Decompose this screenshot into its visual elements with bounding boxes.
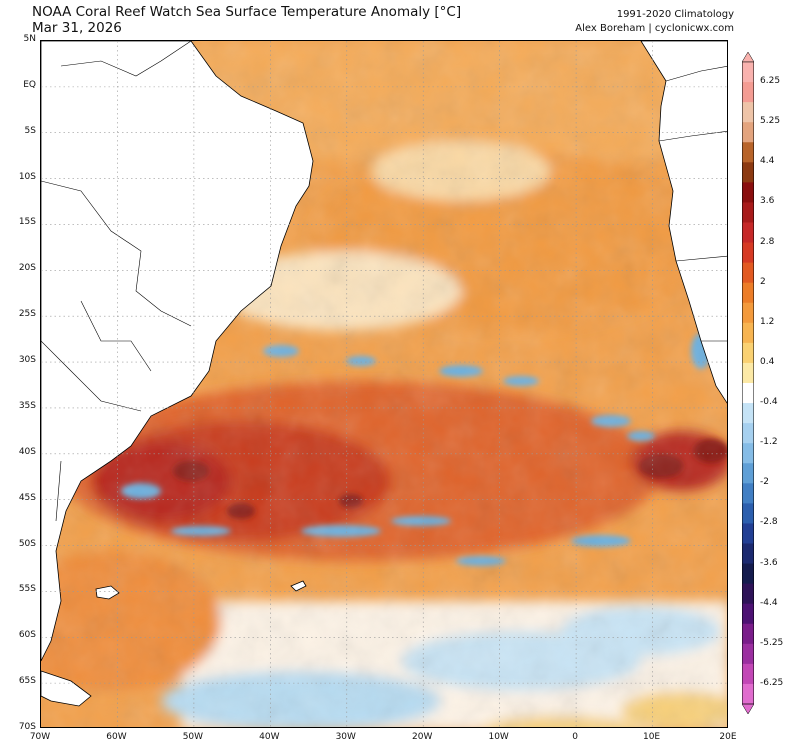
lon-tick-label: 60W [106,732,127,742]
colorbar-segment [742,463,754,484]
colorbar-segment [742,623,754,645]
colorbar-tick-label: 1.2 [760,316,775,327]
land-falklands [95,585,120,600]
colorbar-tick-label: 6.25 [760,76,781,87]
colorbar-segment [742,322,754,344]
colorbar-tick-label: -1.2 [760,437,778,448]
lon-tick-label: 10W [488,732,509,742]
lat-tick-label: 5N [23,34,36,44]
colorbar-segment [742,82,754,103]
colorbar-extend-bottom [742,703,754,714]
colorbar-segment [742,543,754,565]
colorbar-segment [742,202,754,223]
lat-tick-label: 15S [18,217,36,228]
colorbar-segment [742,563,754,585]
lon-tick-label: 20E [719,732,737,742]
lat-tick-label: 35S [18,400,36,411]
colorbar-segment [742,523,754,544]
map-date: Mar 31, 2026 [32,20,122,36]
land-south-georgia [290,580,307,592]
climatology-label: 1991-2020 Climatology [616,9,734,20]
colorbar-tick-label: -5.25 [760,637,784,648]
land-south-america [41,41,314,662]
map-title: NOAA Coral Reef Watch Sea Surface Temper… [32,4,462,20]
country-borders [41,41,192,522]
colorbar-segment [742,182,754,203]
lat-tick-label: 50S [18,538,36,549]
colorbar-segment [742,663,754,685]
colorbar-segment [742,362,754,384]
lat-tick-label: 40S [18,446,36,457]
colorbar-tick-label: -2 [760,477,769,488]
colorbar-segment [742,643,754,665]
colorbar-tick-label: 3.6 [760,196,775,207]
colorbar-tick-label: -6.25 [760,677,784,688]
colorbar-segment [742,122,754,143]
colorbar-tick-label: -3.6 [760,557,778,568]
land-tierra-del-fuego [41,670,92,707]
colorbar-segment [742,242,754,264]
colorbar-tick-label: -4.4 [760,597,778,608]
lat-tick-label: 5S [24,125,36,136]
colorbar-segment [742,603,754,625]
colorbar-tick-label: 2 [760,276,766,287]
colorbar-tick-label: -2.8 [760,517,778,528]
colorbar-tick-label: 2.8 [760,236,775,247]
colorbar-segment [742,282,754,304]
lat-tick-label: 25S [18,309,36,320]
lat-tick-label: 70S [18,722,36,732]
title-block: NOAA Coral Reef Watch Sea Surface Temper… [32,4,461,36]
colorbar-segment [742,483,754,504]
colorbar-segment [742,503,754,524]
colorbar [742,52,754,714]
map-canvas [41,41,727,727]
lat-tick-label: 55S [18,584,36,595]
colorbar-segment [742,302,754,324]
credit-block: 1991-2020 Climatology Alex Boreham | cyc… [575,8,734,36]
lon-tick-label: 40W [259,732,280,742]
lat-tick-label: 65S [18,676,36,687]
colorbar-segment [742,162,754,183]
colorbar-segment [742,443,754,464]
colorbar-tick-label: 0.4 [760,356,775,367]
lon-tick-label: 0 [572,732,578,742]
colorbar-segment [742,383,754,404]
colorbar-tick-label: 4.4 [760,156,775,167]
colorbar-tick-label: 5.25 [760,116,781,127]
colorbar-segment [742,423,754,444]
lon-tick-label: 20W [412,732,433,742]
colorbar-tick-label: -0.4 [760,397,778,408]
colorbar-segment [742,683,754,705]
sst-anomaly-map [40,40,728,728]
lat-tick-label: 30S [18,355,36,366]
lat-tick-label: EQ [23,79,36,90]
colorbar-segment [742,222,754,244]
lon-tick-label: 50W [182,732,204,742]
colorbar-segment [742,102,754,123]
colorbar-outline [742,61,754,705]
colorbar-segment [742,262,754,284]
colorbar-segment [742,403,754,424]
lon-tick-label: 70W [29,732,51,742]
lat-tick-label: 45S [18,492,36,503]
colorbar-segment [742,142,754,163]
credit-label: Alex Boreham | cyclonicwx.com [575,23,734,34]
colorbar-segment [742,342,754,364]
lat-tick-label: 20S [18,263,36,274]
lon-tick-label: 10E [642,732,661,742]
lat-tick-label: 10S [18,171,36,182]
colorbar-extend-top [742,52,754,63]
lat-tick-label: 60S [18,630,36,641]
lon-tick-label: 30W [335,732,356,742]
colorbar-segment [742,583,754,605]
colorbar-segment [742,62,754,83]
